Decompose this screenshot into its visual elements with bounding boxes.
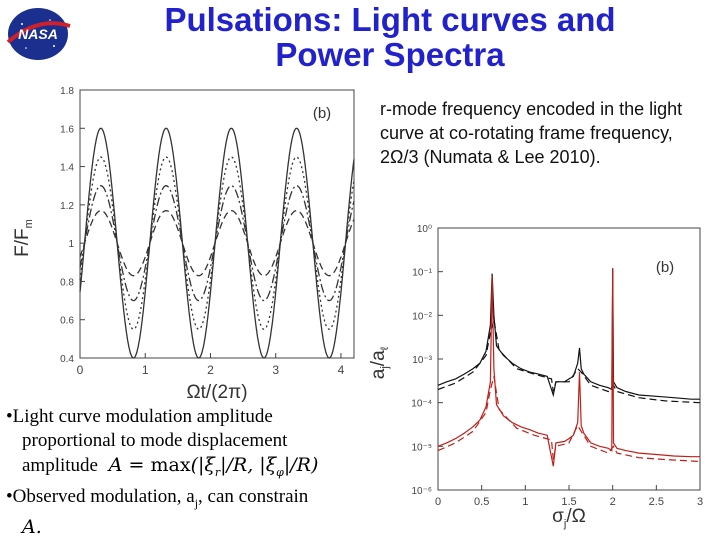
chart2-panel-label: (b) [656, 259, 674, 276]
chart2-xtick-label: 1.5 [561, 496, 576, 508]
chart2-ytick-label: 10⁻⁴ [411, 399, 432, 410]
chart1-xtick-label: 0 [77, 363, 84, 377]
chart1-ylabel: F/Fm [12, 219, 35, 257]
title-line-2: Power Spectra [275, 36, 505, 73]
chart2-series-2 [437, 268, 700, 467]
chart1-ytick-label: 1.8 [60, 86, 74, 97]
chart1-panel-label: (b) [313, 105, 331, 122]
chart1-xtick-label: 1 [142, 363, 149, 377]
bullet-2-line-1: •Observed modulation, aj, can constrain [6, 485, 309, 510]
title-line-1: Pulsations: Light curves and [164, 1, 616, 38]
chart1-xtick-label: 3 [272, 363, 279, 377]
chart2-ylabel-sub: j [379, 366, 391, 369]
chart2-series-3 [437, 376, 701, 463]
bullet-list: •Light curve modulation amplitude propor… [6, 405, 376, 539]
chart1-ytick-label: 1 [68, 239, 74, 250]
chart2-xtick-label: 2.5 [649, 496, 664, 508]
chart1-ytick-label: 1.6 [60, 124, 74, 135]
chart1-xtick-label: 4 [338, 363, 345, 377]
chart1-series-3 [79, 209, 355, 277]
chart2-xtick-label: 2 [610, 496, 616, 508]
chart1-ylabel-sub: m [23, 219, 35, 228]
chart2-ytick-label: 10⁰ [417, 224, 432, 235]
chart1-xtick-label: 2 [207, 363, 214, 377]
chart1-series-1 [79, 156, 355, 330]
nasa-logo: NASA [6, 8, 71, 60]
chart2-series-0 [437, 268, 700, 400]
slide-title: Pulsations: Light curves and Power Spect… [110, 2, 670, 72]
bullet-2-line-2: A. [22, 515, 42, 538]
chart1-series-0 [79, 127, 355, 359]
chart1-ytick-label: 1.4 [60, 163, 74, 174]
chart2-ylabel: aj/aℓ [370, 346, 391, 379]
chart2-xtick-label: 0 [435, 496, 441, 508]
chart2-ylabel-sub2: ℓ [379, 346, 391, 350]
chart1-ytick-label: 0.4 [60, 354, 74, 365]
chart2-xtick-label: 1 [522, 496, 528, 508]
amplitude-formula: A = max(|ξr|/R, |ξφ|/R) [102, 454, 319, 479]
chart1-ytick-label: 0.8 [60, 277, 74, 288]
light-curve-chart: 0.4 0.6 0.8 1 1.2 1.4 1.6 1.8 0 1 2 3 4 (b) F/Fm Ωt/… [12, 86, 355, 403]
chart1-ytick-label: 1.2 [60, 201, 74, 212]
chart2-xtick-label: 0.5 [474, 496, 489, 508]
chart1-ytick-label: 0.6 [60, 316, 74, 327]
nasa-logo-text: NASA [18, 26, 58, 42]
chart1-xlabel: Ωt/(2π) [186, 382, 247, 403]
chart2-ytick-label: 10⁻⁵ [411, 442, 432, 453]
chart1-series-2 [79, 185, 355, 302]
power-spectrum-chart: 10⁻⁶ 10⁻⁵ 10⁻⁴ 10⁻³ 10⁻² 10⁻¹ 10⁰ 0 0.5 1 1.5 2 2.5 3… [370, 224, 703, 530]
chart2-xtick-label: 3 [697, 496, 703, 508]
chart2-ytick-label: 10⁻² [412, 311, 432, 322]
chart2-xlabel-sub: j [563, 518, 566, 530]
caption-text: r-mode frequency encoded in the light cu… [380, 99, 683, 167]
chart2-xlabel: σj/Ω [552, 506, 586, 530]
chart2-series-1 [437, 319, 701, 404]
chart2-ytick-label: 10⁻¹ [412, 268, 432, 279]
bullet-2-sub: j [194, 495, 199, 510]
bullet-1-line-1: •Light curve modulation amplitude [6, 406, 273, 427]
chart2-ytick-label: 10⁻³ [412, 355, 432, 366]
bullet-1-line-2: proportional to mode displacement [22, 430, 288, 451]
chart2-ytick-label: 10⁻⁶ [411, 486, 432, 497]
chart1-frame [79, 89, 355, 359]
bullet-1-line-3: amplitude A = max(|ξr|/R, |ξφ|/R) [22, 454, 319, 479]
